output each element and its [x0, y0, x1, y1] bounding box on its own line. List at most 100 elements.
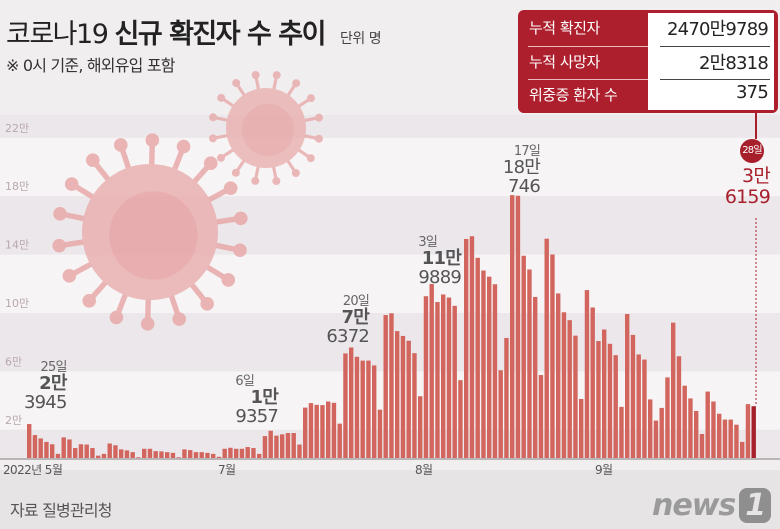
bar	[130, 452, 135, 459]
bar	[228, 447, 233, 459]
virus-spike-tip	[306, 154, 315, 163]
bar	[717, 413, 722, 459]
bar	[469, 236, 475, 459]
bar	[383, 315, 388, 459]
virus-spike-tip	[114, 138, 128, 152]
x-tick-label: 8월	[415, 463, 433, 477]
bar	[751, 406, 756, 459]
virus-icon	[208, 70, 324, 186]
bar	[274, 435, 279, 459]
bar	[199, 452, 204, 459]
bar	[533, 296, 538, 459]
virus-icon	[52, 133, 248, 331]
bar	[314, 404, 319, 459]
bar	[699, 434, 705, 459]
bar	[607, 343, 613, 459]
bar	[38, 438, 43, 459]
bar	[653, 420, 659, 459]
bar	[676, 356, 682, 459]
bar	[303, 407, 308, 459]
bar	[331, 402, 337, 459]
bar	[216, 456, 222, 459]
virus-spike-tip	[223, 181, 238, 195]
bar	[521, 255, 526, 459]
bar	[159, 451, 164, 459]
x-tick-label: 7월	[218, 463, 236, 477]
bar	[740, 441, 745, 459]
bar	[705, 391, 710, 459]
bar	[61, 437, 66, 459]
bar	[193, 452, 199, 459]
bar	[308, 403, 314, 459]
virus-spike-tip	[53, 206, 67, 221]
bar	[366, 360, 371, 459]
bar	[354, 356, 360, 459]
bar	[722, 419, 728, 459]
virus-core	[109, 191, 198, 280]
row-label: 누적 사망자	[529, 53, 600, 71]
bar	[487, 276, 492, 459]
bar	[360, 360, 365, 459]
bar	[659, 407, 664, 459]
bar	[590, 307, 595, 459]
bar	[648, 399, 653, 459]
bar	[73, 448, 78, 459]
page-title: 코로나19 신규 확진자 수 추이 단위 명	[6, 12, 382, 51]
x-tick-label: 9월	[595, 463, 613, 477]
bar	[556, 293, 561, 459]
bar	[343, 353, 348, 459]
bar	[326, 401, 331, 459]
row-value: 375	[736, 82, 769, 103]
source-label: 자료 질병관리청	[10, 501, 113, 520]
bar	[728, 419, 733, 459]
y-tick-label: 6만	[5, 355, 22, 368]
divider	[528, 79, 648, 80]
virus-spike-tip	[251, 70, 260, 79]
bar	[423, 296, 429, 459]
bar	[107, 443, 112, 459]
bar	[412, 353, 417, 459]
annotation-value: 3945	[24, 391, 67, 413]
virus-spike-tip	[314, 134, 323, 143]
bar	[613, 355, 618, 459]
annotation-value: 746	[508, 175, 541, 197]
bar	[50, 444, 55, 459]
annotation-jul6: 6일 1만 9357	[235, 375, 278, 426]
bar	[84, 444, 89, 459]
virus-spike-tip	[272, 71, 281, 80]
y-tick-label: 22만	[5, 122, 29, 135]
bar	[481, 270, 486, 459]
virus-spike-tip	[52, 238, 67, 253]
bar	[280, 434, 285, 459]
y-tick-label: 18만	[5, 180, 29, 193]
bar	[441, 294, 446, 459]
virus-spike-tip	[176, 139, 191, 154]
virus-spike-tip	[172, 312, 186, 326]
row-value: 2470만9789	[667, 19, 769, 40]
table-row: 누적 확진자 2470만9789	[518, 13, 778, 44]
latest-day-badge: 28일	[740, 139, 764, 163]
bar	[435, 302, 440, 459]
virus-spike-tip	[86, 153, 100, 167]
bar	[320, 405, 325, 459]
bar	[377, 409, 383, 459]
y-tick-label: 2만	[5, 414, 22, 427]
bar	[153, 451, 158, 459]
subtitle: ※ 0시 기준, 해외유입 포함	[6, 56, 176, 75]
bar	[630, 334, 636, 459]
divider	[528, 46, 648, 47]
summary-table: 누적 확진자 2470만9789 누적 사망자 2만8318 위중증 환자 수 …	[518, 10, 778, 113]
bar	[222, 448, 227, 459]
virus-spike-tip	[291, 169, 300, 178]
virus-spike-tip	[307, 94, 316, 103]
bar	[32, 435, 38, 459]
annotation-jul20: 20일 7만 6372	[326, 295, 369, 346]
bar	[579, 398, 584, 459]
virus-spike-tip	[145, 133, 160, 148]
bar	[538, 375, 544, 459]
latest-value-label: 3만 6159	[724, 166, 771, 208]
bar	[337, 423, 342, 459]
bar	[119, 449, 124, 459]
latest-value-line2: 6159	[724, 185, 771, 208]
annotation-value: 18만	[502, 156, 541, 178]
